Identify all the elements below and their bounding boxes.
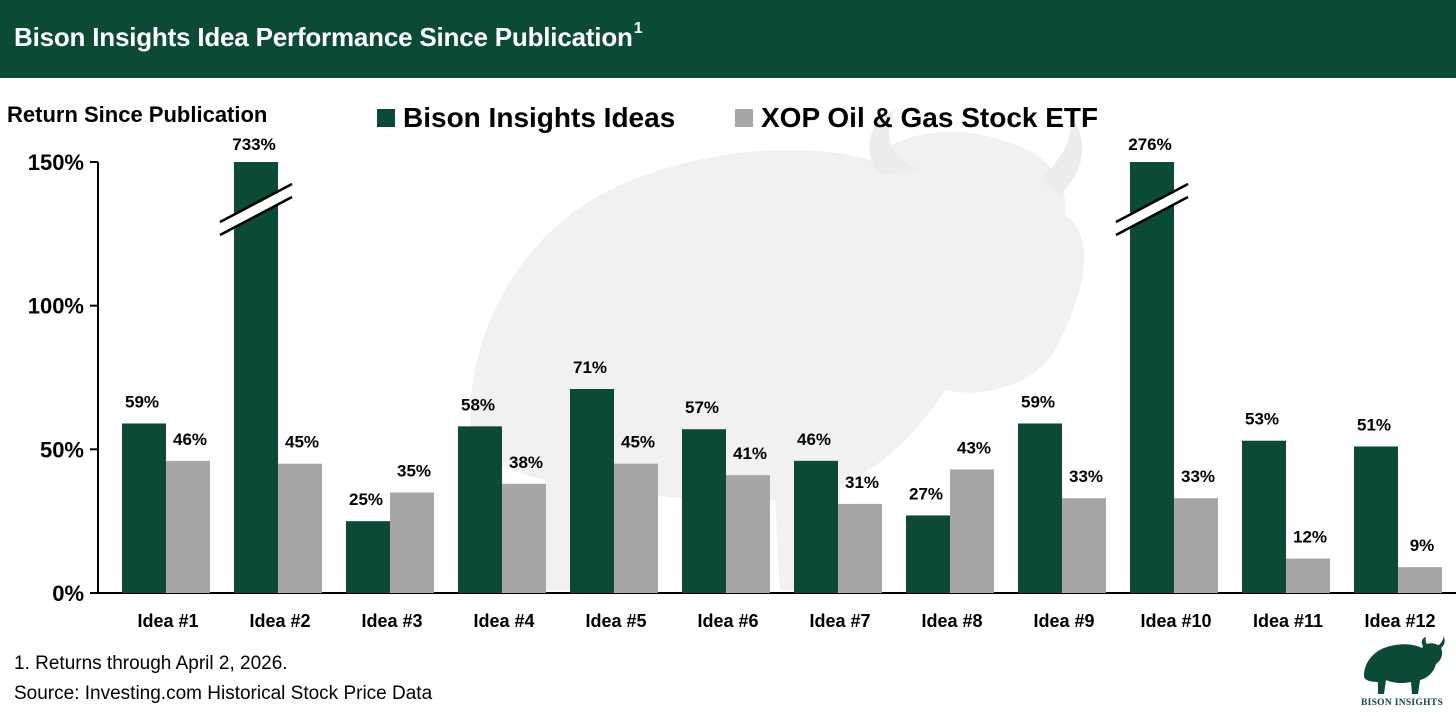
category-label: Idea #3 (361, 611, 422, 631)
category-label: Idea #9 (1033, 611, 1094, 631)
bison-value-label: 58% (461, 395, 495, 414)
page-title-text: Bison Insights Idea Performance Since Pu… (14, 22, 633, 52)
bison-idea-bar (234, 162, 278, 593)
bison-idea-bar (906, 515, 950, 593)
xop-etf-bar (390, 492, 434, 593)
xop-value-label: 33% (1069, 467, 1103, 486)
axis-break-gap (220, 184, 292, 235)
bison-idea-bar (1130, 162, 1174, 593)
bison-idea-bar (1018, 423, 1062, 593)
y-tick-label: 150% (28, 150, 84, 175)
xop-etf-bar (1062, 498, 1106, 593)
category-label: Idea #7 (809, 611, 870, 631)
bison-value-label: 57% (685, 398, 719, 417)
category-label: Idea #1 (137, 611, 198, 631)
xop-etf-bar (166, 460, 210, 593)
y-axis-label: Return Since Publication (7, 102, 267, 127)
title-footnote-marker: 1 (633, 20, 643, 37)
xop-etf-bar (726, 475, 770, 593)
category-label: Idea #12 (1364, 611, 1435, 631)
bison-value-label: 71% (573, 358, 607, 377)
footnote-returns: 1. Returns through April 2, 2026. (14, 653, 288, 674)
source-note: Source: Investing.com Historical Stock P… (14, 683, 433, 704)
y-tick-label: 50% (40, 437, 84, 462)
category-label: Idea #4 (473, 611, 534, 631)
bison-idea-bar (458, 426, 502, 593)
xop-etf-bar (1286, 558, 1330, 593)
xop-etf-bar (614, 463, 658, 593)
xop-value-label: 46% (173, 430, 207, 449)
bison-value-label: 51% (1357, 415, 1391, 434)
bison-idea-bar (794, 460, 838, 593)
bison-value-label: 59% (125, 392, 159, 411)
bison-icon (1364, 636, 1445, 694)
legend-bison-label: Bison Insights Ideas (403, 102, 675, 133)
bison-idea-bar (346, 521, 390, 593)
xop-value-label: 45% (285, 433, 319, 452)
category-label: Idea #11 (1253, 611, 1323, 631)
bison-value-label: 46% (797, 430, 831, 449)
xop-value-label: 38% (509, 453, 543, 472)
category-label: Idea #5 (585, 611, 646, 631)
legend-bison-swatch (377, 109, 395, 127)
axis-break-line (1115, 182, 1189, 224)
xop-etf-bar (278, 463, 322, 593)
axis-break-line (1115, 195, 1189, 237)
y-tick-label: 100% (28, 294, 84, 319)
legend-xop-swatch (735, 109, 753, 127)
xop-value-label: 31% (845, 473, 879, 492)
bison-value-label: 25% (349, 490, 383, 509)
xop-etf-bar (838, 503, 882, 593)
bison-idea-bar (1354, 446, 1398, 593)
category-label: Idea #2 (249, 611, 310, 631)
xop-value-label: 9% (1410, 536, 1435, 555)
bison-value-label: 276% (1128, 135, 1171, 154)
header-bar: Bison Insights Idea Performance Since Pu… (0, 0, 1456, 78)
xop-etf-bar (950, 469, 994, 593)
bison-value-label: 27% (909, 484, 943, 503)
xop-value-label: 35% (397, 461, 431, 480)
xop-value-label: 12% (1293, 528, 1327, 547)
category-label: Idea #8 (921, 611, 982, 631)
bison-idea-bar (682, 429, 726, 593)
category-label: Idea #6 (697, 611, 758, 631)
bison-value-label: 53% (1245, 410, 1279, 429)
xop-etf-bar (1398, 567, 1442, 593)
axis-break-line (219, 182, 293, 224)
y-tick-label: 0% (52, 581, 84, 606)
page-title: Bison Insights Idea Performance Since Pu… (14, 20, 643, 53)
axis-break-line (219, 195, 293, 237)
xop-value-label: 33% (1181, 467, 1215, 486)
xop-value-label: 41% (733, 444, 767, 463)
logo-text: BISON INSIGHTS (1360, 698, 1444, 708)
bison-idea-bar (570, 388, 614, 593)
category-label: Idea #10 (1140, 611, 1211, 631)
xop-value-label: 45% (621, 433, 655, 452)
bison-idea-bar (122, 423, 166, 593)
xop-etf-bar (1174, 498, 1218, 593)
xop-etf-bar (502, 483, 546, 593)
legend-xop-label: XOP Oil & Gas Stock ETF (761, 102, 1098, 133)
bison-value-label: 59% (1021, 392, 1055, 411)
xop-value-label: 43% (957, 438, 991, 457)
bison-insights-logo: BISON INSIGHTS (1356, 636, 1448, 712)
bison-value-label: 733% (232, 135, 275, 154)
axis-break-gap (1116, 184, 1188, 235)
bar-chart: Return Since Publication 0% 50% 100% 150% Id… (7, 102, 1456, 631)
bison-idea-bar (1242, 440, 1286, 593)
